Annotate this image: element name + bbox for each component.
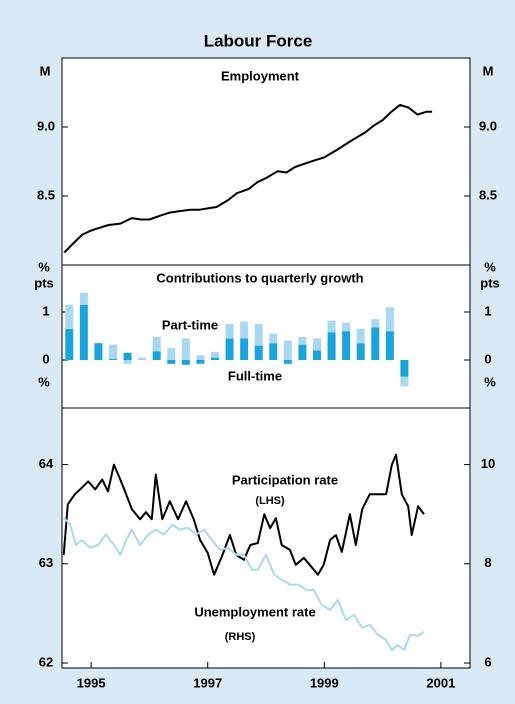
bar [327,320,336,333]
bar [65,304,74,329]
bar [211,351,219,358]
bar [79,304,88,360]
bar [342,331,351,360]
bar [371,319,380,328]
bar [123,352,132,360]
x-tick-label: 1997 [193,675,222,690]
y-tick-label: 6 [484,654,491,669]
page-title: Labour Force [204,31,313,50]
y-tick-label: 0 [42,351,49,366]
bar [109,359,117,360]
y-tick-label: 0 [484,351,491,366]
bar [356,328,365,344]
bar [167,360,176,364]
series-axis-note: (RHS) [225,631,256,643]
bar [181,360,190,365]
bar [152,351,161,360]
bar [400,360,409,377]
bar [225,324,234,339]
series-label: Full-time [228,368,282,383]
bar [371,327,380,360]
bar [167,348,176,360]
bar [400,376,409,387]
line-series [62,517,425,652]
y-tick-label: 10 [481,456,495,471]
y-axis-label: % [38,374,50,389]
y-axis-label: % [38,259,50,274]
bar [269,343,278,360]
panel-title: Contributions to quarterly growth [156,270,363,285]
plot-area [61,57,471,669]
bar [313,350,321,360]
y-tick-label: 1 [42,303,49,318]
bar [283,360,292,364]
bar [298,336,307,345]
bar [123,360,132,364]
y-axis-label: pts [34,275,54,290]
panel-title: Employment [221,68,300,83]
x-tick-label: 2001 [426,675,455,690]
bar [342,322,351,332]
y-axis-label: % [484,259,496,274]
bar [152,336,161,352]
y-axis-label: pts [480,275,500,290]
bar [269,333,278,344]
bar [196,355,205,360]
line-series [63,103,433,254]
y-tick-label: 63 [39,555,53,570]
y-tick-label: 9.0 [37,118,55,133]
bar [385,331,394,360]
series-label: Part-time [162,317,218,332]
bar [79,292,88,305]
bar [254,324,263,346]
bar [313,338,321,351]
bar [138,357,147,360]
y-tick-label: 8 [484,555,491,570]
y-axis-label: M [40,63,51,78]
bar [327,332,336,360]
bar [240,321,249,339]
series-label: Participation rate [232,472,338,487]
bar [298,344,307,360]
y-tick-label: 8.5 [479,187,497,202]
y-axis-label: M [483,63,494,78]
y-tick-label: 9.0 [479,118,497,133]
x-tick-label: 1995 [77,675,106,690]
bar [211,357,219,360]
x-tick-label: 1999 [310,675,339,690]
bar [94,343,103,360]
y-tick-label: 1 [484,303,491,318]
bar [65,328,74,360]
y-axis-label: % [484,374,496,389]
series-label: Unemployment rate [194,604,315,619]
line-series [62,453,425,576]
y-tick-label: 64 [39,456,54,471]
bar [196,360,205,364]
bar [181,338,190,360]
bar [385,307,394,332]
bar [109,344,117,360]
bar [240,338,249,360]
y-tick-label: 8.5 [37,187,55,202]
bar [283,340,292,360]
bar [356,343,365,360]
y-tick-label: 62 [39,654,53,669]
bar [254,345,263,360]
series-axis-note: (LHS) [255,495,285,507]
bar [225,338,234,360]
